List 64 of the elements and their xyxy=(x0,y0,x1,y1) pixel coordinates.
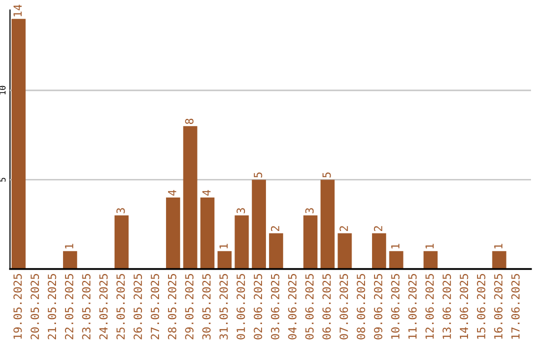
x-tick-label: 14.06.2025 xyxy=(460,274,468,339)
x-tick-label: 04.06.2025 xyxy=(288,274,296,340)
data-label: 5 xyxy=(254,172,262,178)
data-label: 2 xyxy=(374,226,382,232)
bar xyxy=(372,233,386,269)
data-label: 1 xyxy=(65,244,74,248)
x-tick-label: 07.06.2025 xyxy=(340,274,348,340)
data-label: 2 xyxy=(270,226,280,232)
x-tick-label: 12.06.2025 xyxy=(425,274,434,339)
x-tick-label: 21.05.2025 xyxy=(48,274,56,340)
data-label: 4 xyxy=(168,190,176,196)
bar xyxy=(320,180,335,269)
x-tick-label: 23.05.2025 xyxy=(82,274,90,340)
x-tick-label: 19.05.2025 xyxy=(13,274,22,339)
data-label: 1 xyxy=(494,244,502,248)
bar xyxy=(183,126,198,269)
x-tick-label: 02.06.2025 xyxy=(254,274,262,340)
bar xyxy=(269,233,284,269)
bar xyxy=(166,198,180,269)
data-label: 8 xyxy=(185,118,194,124)
x-tick-label: 31.05.2025 xyxy=(219,274,228,340)
x-tick-label: 27.05.2025 xyxy=(150,274,160,340)
x-tick-label: 11.06.2025 xyxy=(408,274,417,339)
x-tick-label: 06.06.2025 xyxy=(322,274,331,340)
x-tick-label: 25.05.2025 xyxy=(116,274,125,340)
x-tick-label: 05.06.2025 xyxy=(305,274,314,340)
x-tick-label: 24.05.2025 xyxy=(99,274,108,340)
bar xyxy=(200,198,214,269)
data-label: 1 xyxy=(426,244,434,248)
x-tick-label: 20.05.2025 xyxy=(30,274,40,340)
x-tick-label: 17.06.2025 xyxy=(511,274,520,339)
x-tick-label: 22.05.2025 xyxy=(64,274,74,340)
x-tick-label: 30.05.2025 xyxy=(202,274,211,340)
x-tick-label: 08.06.2025 xyxy=(356,274,366,340)
bar xyxy=(492,251,506,269)
bar xyxy=(252,180,266,269)
x-tick-label: 03.06.2025 xyxy=(270,274,280,340)
bar xyxy=(338,233,352,269)
bar xyxy=(218,251,232,269)
x-tick-label: 16.06.2025 xyxy=(494,274,502,339)
x-tick-label: 26.05.2025 xyxy=(134,274,142,340)
bar xyxy=(234,215,249,269)
data-label: 14 xyxy=(14,4,22,16)
data-label: 1 xyxy=(220,244,228,248)
data-label: 5 xyxy=(322,172,331,178)
bar xyxy=(12,18,26,269)
x-tick-label: 01.06.2025 xyxy=(236,274,245,340)
x-tick-label: 10.06.2025 xyxy=(391,274,400,339)
data-label: 4 xyxy=(202,190,211,196)
data-label: 1 xyxy=(391,244,400,248)
bar xyxy=(303,215,318,269)
x-tick-label: 13.06.2025 xyxy=(442,274,451,339)
x-tick-label: 15.06.2025 xyxy=(476,274,486,339)
x-tick-label: 09.06.2025 xyxy=(374,274,382,340)
bar xyxy=(114,215,129,269)
x-tick-label: 29.05.2025 xyxy=(185,274,194,340)
bar xyxy=(424,251,438,269)
bar xyxy=(389,251,404,269)
data-label: 3 xyxy=(305,208,314,214)
x-tick-label: 28.05.2025 xyxy=(168,274,176,340)
data-label: 3 xyxy=(116,208,125,214)
data-label: 3 xyxy=(236,208,245,214)
data-label: 2 xyxy=(340,226,348,232)
bar xyxy=(63,251,78,269)
